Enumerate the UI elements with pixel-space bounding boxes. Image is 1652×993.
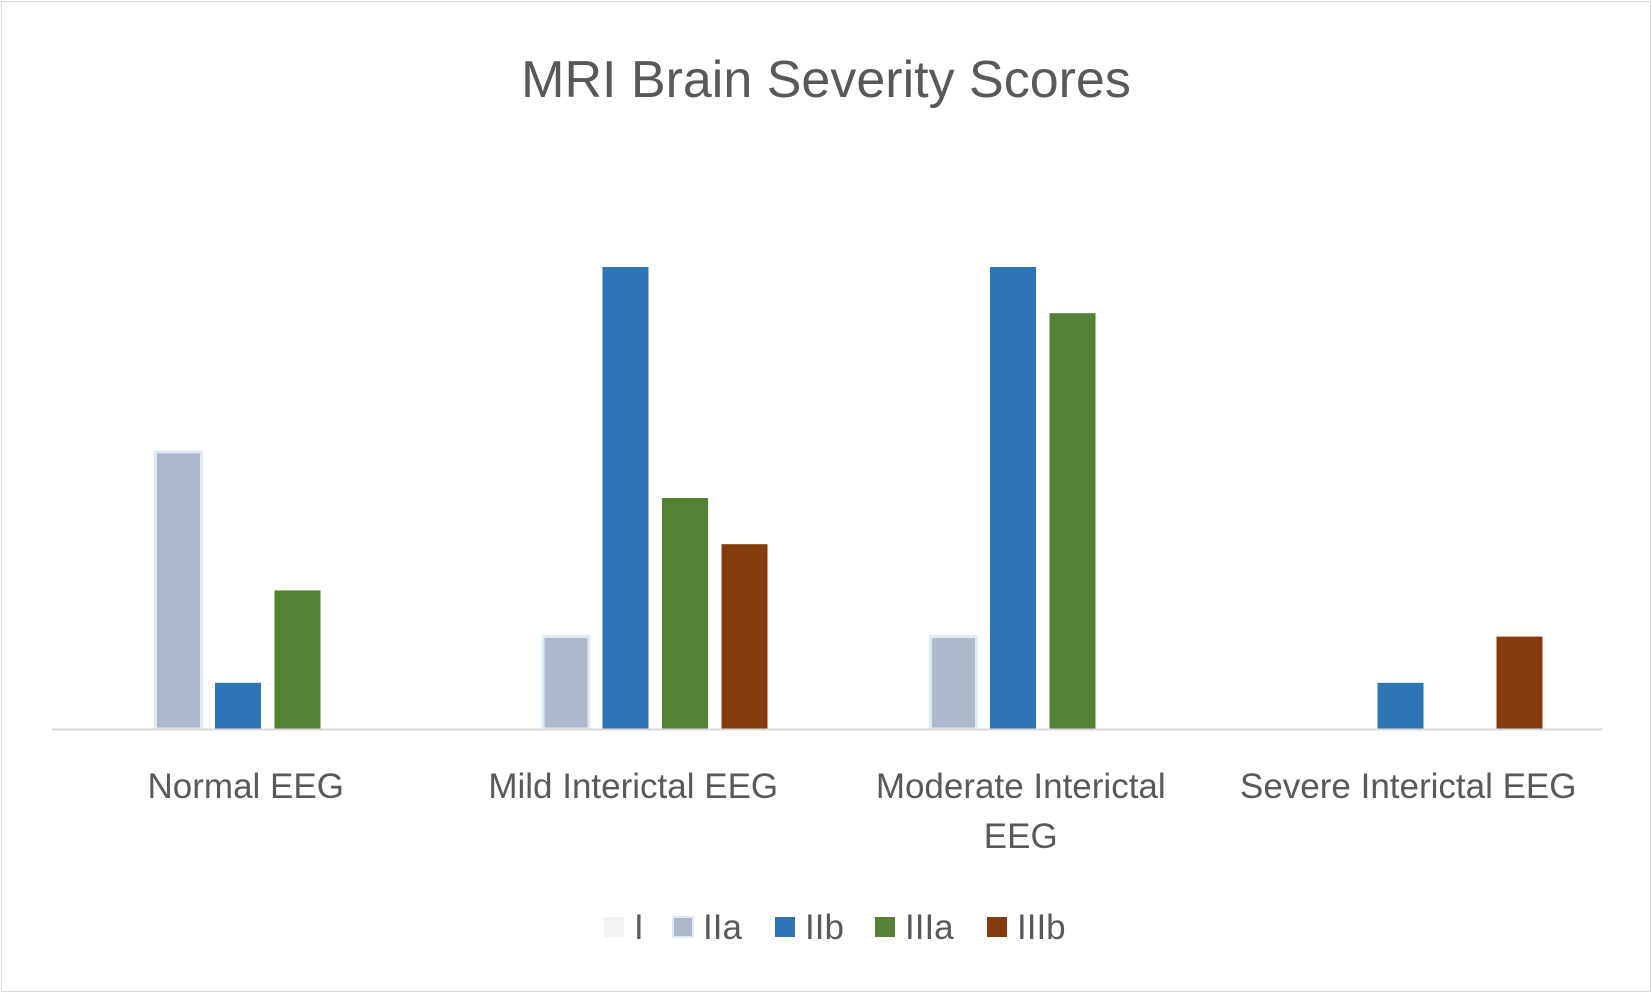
bar-iiia-mild-interictal-eeg (662, 498, 708, 729)
legend: I IIa IIb IIIa IIIb (604, 908, 1066, 947)
legend-swatch-iib (775, 917, 795, 937)
x-axis-tick-labels: Normal EEG Mild Interictal EEG Moderate In… (148, 767, 1577, 856)
legend-label-iiia: IIIa (905, 908, 954, 947)
bar-iiia-normal-eeg (274, 590, 321, 729)
legend-label-i: I (634, 908, 644, 947)
bar-iib-severe-interictal-eeg (1377, 682, 1424, 729)
legend-label-iia: IIa (703, 908, 742, 947)
legend-label-iib: IIb (805, 908, 844, 947)
x-tick-label: Mild Interictal EEG (488, 767, 778, 806)
bars-layer (154, 267, 1543, 731)
legend-swatch-iia (672, 916, 694, 938)
bar-iiib-mild-interictal-eeg (721, 544, 768, 729)
legend-item-iiia[interactable]: IIIa (875, 908, 954, 947)
bar-iia-moderate-interictal-eeg (929, 635, 978, 731)
bar-iiia-moderate-interictal-eeg (1049, 313, 1096, 729)
legend-item-iia[interactable]: IIa (672, 908, 742, 947)
chart-title: MRI Brain Severity Scores (521, 51, 1131, 109)
legend-swatch-iiia (875, 917, 895, 937)
x-tick-label-line: EEG (984, 817, 1058, 856)
x-tick-label: Moderate Interictal EEG (876, 767, 1166, 856)
x-tick-label-line: Moderate Interictal (876, 767, 1166, 806)
legend-item-iiib[interactable]: IIIb (987, 908, 1066, 947)
legend-swatch-iiib (987, 917, 1007, 937)
x-tick-label: Severe Interictal EEG (1240, 767, 1577, 806)
x-tick-label-line: Mild Interictal EEG (488, 767, 778, 806)
x-tick-label: Normal EEG (148, 767, 344, 806)
x-tick-label-line: Normal EEG (148, 767, 344, 806)
legend-label-iiib: IIIb (1017, 908, 1066, 947)
bar-iia-mild-interictal-eeg (541, 635, 591, 731)
bar-iib-moderate-interictal-eeg (990, 267, 1036, 729)
legend-item-i[interactable]: I (604, 908, 644, 947)
legend-swatch-i (604, 917, 624, 937)
bar-iiib-severe-interictal-eeg (1496, 636, 1543, 729)
legend-item-iib[interactable]: IIb (775, 908, 844, 947)
bar-iib-mild-interictal-eeg (602, 267, 649, 729)
bar-iib-normal-eeg (215, 682, 261, 729)
x-tick-label-line: Severe Interictal EEG (1240, 767, 1577, 806)
bar-iia-normal-eeg (154, 450, 203, 731)
